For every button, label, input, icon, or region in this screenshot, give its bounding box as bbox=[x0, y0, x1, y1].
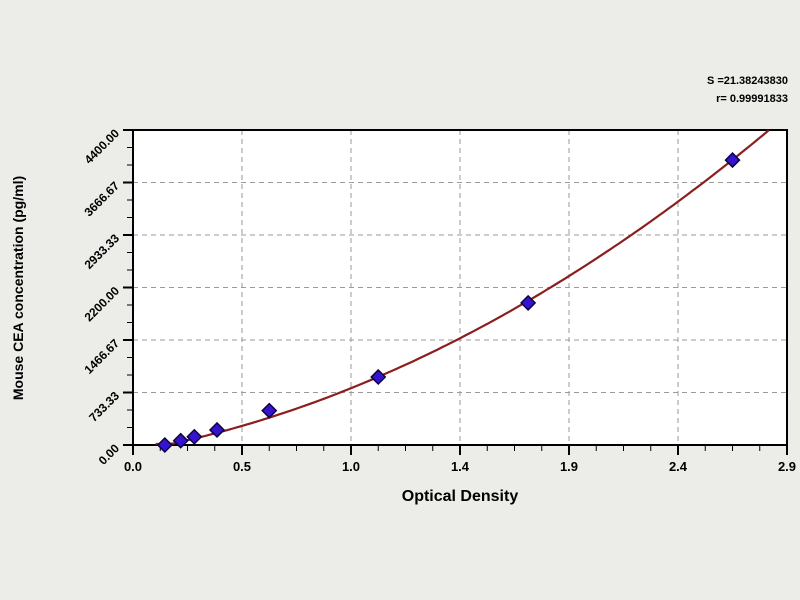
stat-r-value: r= 0.99991833 bbox=[716, 93, 788, 105]
y-tick-label: 2933.33 bbox=[82, 231, 123, 272]
x-tick-label: 2.9 bbox=[778, 459, 796, 474]
y-tick-label: 3666.67 bbox=[82, 179, 123, 220]
data-point bbox=[208, 421, 226, 439]
x-tick-label: 1.9 bbox=[560, 459, 578, 474]
y-axis-title: Mouse CEA concentration (pg/ml) bbox=[0, 130, 36, 445]
data-point bbox=[156, 436, 173, 454]
data-point bbox=[370, 368, 387, 386]
x-tick-label: 1.4 bbox=[451, 459, 470, 474]
y-tick-label: 1466.67 bbox=[82, 336, 123, 377]
fit-curve bbox=[155, 129, 770, 446]
x-axis-title: Optical Density bbox=[401, 488, 519, 505]
y-tick-label: 0.00 bbox=[96, 441, 123, 468]
x-tick-label: 2.4 bbox=[669, 459, 688, 474]
data-point bbox=[724, 152, 741, 169]
x-tick-label: 1.0 bbox=[342, 459, 360, 474]
stat-s-value: S =21.38243830 bbox=[706, 75, 788, 87]
x-tick-label: 0.0 bbox=[124, 459, 142, 474]
y-axis-title-text: Mouse CEA concentration (pg/ml) bbox=[10, 175, 26, 400]
data-point bbox=[186, 428, 203, 445]
y-tick-label: 733.33 bbox=[86, 388, 122, 424]
plot-frame bbox=[132, 129, 788, 446]
data-point bbox=[261, 402, 278, 419]
fit-statistics: S =21.38243830 r= 0.99991833 bbox=[707, 72, 788, 108]
y-tick-label: 4400.00 bbox=[82, 126, 123, 167]
data-point bbox=[172, 432, 189, 449]
y-tick-label: 2200.00 bbox=[82, 284, 123, 325]
data-point bbox=[520, 294, 537, 311]
x-tick-label: 0.5 bbox=[233, 459, 251, 474]
